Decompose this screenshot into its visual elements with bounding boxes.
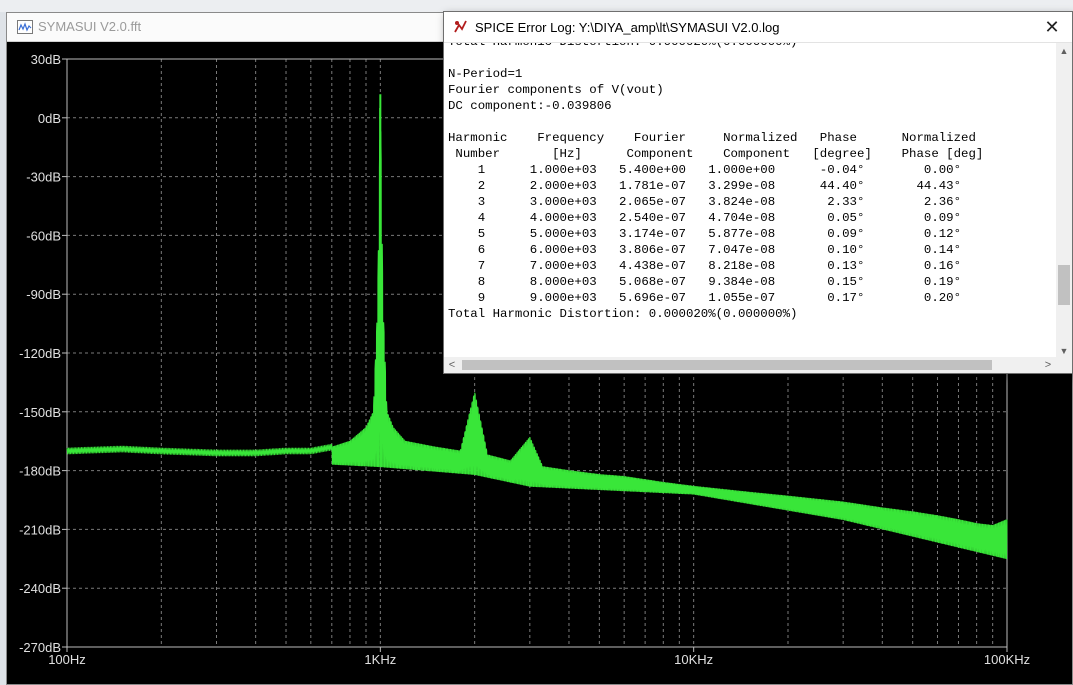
y-tick-label: 0dB — [38, 111, 61, 126]
y-tick-label: -150dB — [19, 405, 61, 420]
log-line: 8 8.000e+03 5.068e-07 9.384e-08 0.15° 0.… — [448, 275, 962, 289]
log-line — [448, 114, 983, 130]
y-tick-label: -60dB — [26, 228, 61, 243]
y-tick-label: -90dB — [26, 287, 61, 302]
log-line — [448, 50, 983, 66]
vertical-scrollbar[interactable]: ▲ ▼ — [1056, 43, 1072, 359]
scroll-down-icon[interactable]: ▼ — [1059, 346, 1069, 356]
log-line: 5 5.000e+03 3.174e-07 5.877e-08 0.09° 0.… — [448, 227, 962, 241]
log-line: Total Harmonic Distortion: 0.000020%(0.0… — [448, 307, 798, 321]
log-line: 6 6.000e+03 3.806e-07 7.047e-08 0.10° 0.… — [448, 243, 962, 257]
scroll-up-icon[interactable]: ▲ — [1059, 46, 1069, 56]
y-tick-label: -120dB — [19, 346, 61, 361]
log-text: Total Harmonic Distortion: 0.000020%(0.0… — [448, 43, 983, 322]
log-line: Total Harmonic Distortion: 0.000020%(0.0… — [448, 43, 983, 50]
log-line: DC component:-0.039806 — [448, 99, 612, 113]
log-line: 9 9.000e+03 5.696e-07 1.055e-07 0.17° 0.… — [448, 291, 962, 305]
log-line: Fourier components of V(vout) — [448, 83, 664, 97]
log-line: Harmonic Frequency Fourier Normalized Ph… — [448, 131, 976, 145]
x-tick-label: 100KHz — [984, 652, 1030, 667]
y-tick-label: -210dB — [19, 522, 61, 537]
log-line: N-Period=1 — [448, 67, 523, 81]
x-tick-label: 1KHz — [364, 652, 396, 667]
vertical-scroll-thumb[interactable] — [1058, 265, 1070, 305]
log-window-title: SPICE Error Log: Y:\DIYA_amp\lt\SYMASUI … — [475, 20, 780, 35]
log-titlebar[interactable]: SPICE Error Log: Y:\DIYA_amp\lt\SYMASUI … — [444, 12, 1072, 43]
fft-trace-line — [66, 131, 1008, 560]
y-tick-label: -180dB — [19, 464, 61, 479]
y-tick-label: 30dB — [31, 52, 61, 67]
plot-window-title: SYMASUI V2.0.fft — [38, 19, 142, 34]
waveform-icon — [17, 20, 33, 34]
spice-error-log-window: SPICE Error Log: Y:\DIYA_amp\lt\SYMASUI … — [443, 11, 1073, 374]
log-line: 7 7.000e+03 4.438e-07 8.218e-08 0.13° 0.… — [448, 259, 962, 273]
scroll-left-icon[interactable]: < — [448, 359, 456, 371]
log-line: 3 3.000e+03 2.065e-07 3.824e-08 2.33° 2.… — [448, 195, 962, 209]
log-line: 1 1.000e+03 5.400e+00 1.000e+00 -0.04° 0… — [448, 163, 962, 177]
log-line: 2 2.000e+03 1.781e-07 3.299e-08 44.40° 4… — [448, 179, 962, 193]
log-line: 4 4.000e+03 2.540e-07 4.704e-08 0.05° 0.… — [448, 211, 962, 225]
log-line: Number [Hz] Component Component [degree]… — [448, 147, 984, 161]
x-tick-label: 10KHz — [674, 652, 713, 667]
close-icon[interactable]: ✕ — [1044, 17, 1060, 37]
horizontal-scroll-thumb[interactable] — [462, 360, 992, 370]
x-tick-label: 100Hz — [48, 652, 86, 667]
spice-app-icon — [454, 20, 467, 33]
log-text-area[interactable]: Total Harmonic Distortion: 0.000020%(0.0… — [446, 43, 1058, 359]
scrollbar-corner — [1056, 357, 1072, 373]
horizontal-scrollbar[interactable]: < > — [444, 357, 1056, 373]
y-tick-label: -240dB — [19, 581, 61, 596]
scroll-right-icon[interactable]: > — [1044, 359, 1052, 371]
desktop-background — [0, 0, 1073, 12]
y-tick-label: -30dB — [26, 170, 61, 185]
y-tick-label: -270dB — [19, 640, 61, 655]
